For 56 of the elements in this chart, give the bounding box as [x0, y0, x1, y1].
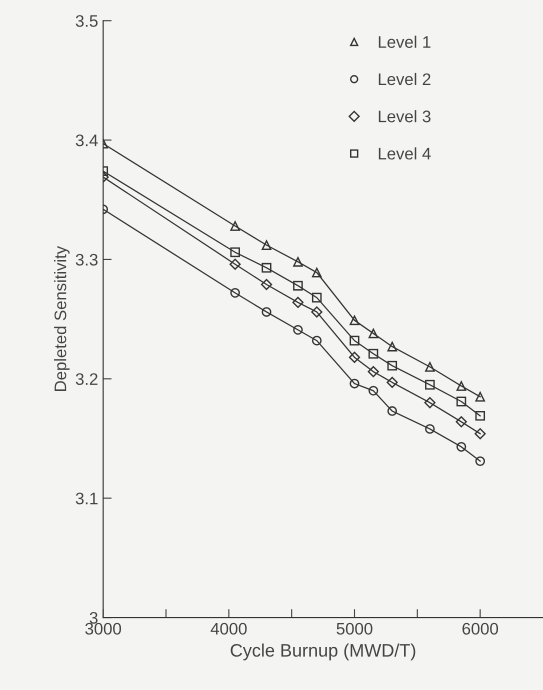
- point: [475, 392, 486, 402]
- point: [262, 240, 272, 250]
- point: [350, 315, 360, 326]
- x-tick-label: 3000: [85, 622, 122, 635]
- point: [425, 380, 435, 390]
- point: [312, 292, 322, 302]
- legend-label: Level 4: [378, 147, 431, 160]
- point: [293, 280, 303, 291]
- legend-label: Level 2: [378, 72, 430, 86]
- x-tick-label: 6000: [462, 622, 498, 635]
- point: [312, 336, 322, 346]
- y-axis-title: Depleted Sensitivity: [54, 246, 70, 391]
- y-tick-label: 3.4: [76, 134, 98, 146]
- point: [230, 288, 240, 298]
- point: [474, 428, 486, 440]
- point: [456, 381, 466, 391]
- point: [456, 442, 466, 452]
- point: [456, 416, 467, 428]
- y-tick-label: 3.2: [76, 373, 98, 386]
- y-tick-label: 3: [90, 612, 98, 624]
- point: [348, 352, 360, 363]
- point: [424, 397, 436, 408]
- point: [425, 362, 435, 372]
- x-axis-title: Cycle Burnup (MWD/T): [230, 644, 416, 660]
- point: [387, 360, 398, 371]
- point: [368, 366, 379, 378]
- point: [387, 342, 398, 352]
- point: [475, 410, 486, 421]
- legend-label: Level 3: [378, 110, 431, 122]
- point: [475, 456, 486, 466]
- point: [368, 328, 378, 338]
- x-tick-label: 5000: [336, 622, 372, 635]
- point: [293, 325, 303, 335]
- point: [292, 296, 304, 308]
- y-tick-label: 3.1: [76, 492, 98, 504]
- point: [293, 256, 303, 267]
- point: [311, 306, 322, 318]
- point: [262, 262, 272, 273]
- point: [387, 406, 398, 416]
- y-tick-label: 3.5: [76, 15, 98, 27]
- legend-label: Level 1: [378, 36, 430, 48]
- point: [386, 376, 398, 388]
- point: [230, 258, 241, 270]
- point: [368, 348, 378, 359]
- point: [262, 307, 272, 317]
- point: [350, 378, 360, 388]
- point: [312, 268, 322, 278]
- point: [350, 336, 360, 346]
- point: [260, 278, 272, 290]
- y-tick-label: 3.3: [76, 254, 98, 266]
- point: [230, 221, 240, 231]
- point: [230, 247, 240, 258]
- point: [368, 386, 378, 396]
- x-tick-label: 4000: [210, 622, 247, 635]
- point: [425, 424, 435, 434]
- point: [456, 396, 466, 406]
